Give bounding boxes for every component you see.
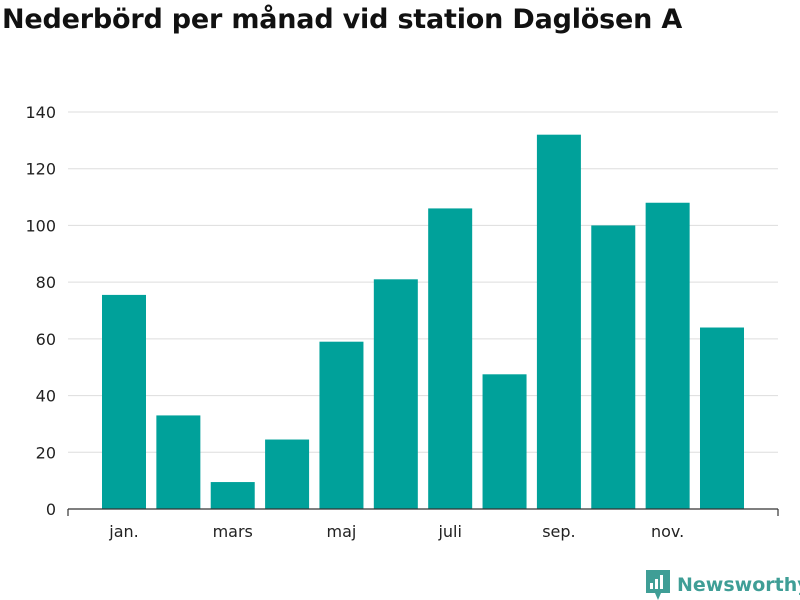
x-axis (67, 508, 779, 516)
y-tick-label: 120 (25, 160, 56, 179)
x-tick-label: sep. (542, 522, 575, 541)
y-tick-label: 40 (36, 387, 56, 406)
bar (265, 439, 310, 509)
bar (482, 374, 527, 509)
bar (645, 202, 690, 509)
bars (102, 134, 744, 509)
x-tick-label: jan. (108, 522, 138, 541)
y-tick-label: 0 (46, 500, 56, 519)
newsworthy-logo-icon (646, 570, 670, 600)
bar (536, 134, 581, 509)
bar (319, 341, 364, 509)
bar (210, 482, 255, 509)
bar (373, 279, 418, 509)
bar (428, 208, 473, 509)
y-tick-label: 20 (36, 443, 56, 462)
y-tick-label: 140 (25, 103, 56, 122)
chart-title: Nederbörd per månad vid station Daglösen… (2, 4, 683, 35)
bar (102, 294, 146, 509)
x-tick-label: maj (327, 522, 357, 541)
x-tick-label: juli (437, 522, 461, 541)
y-tick-label: 80 (36, 273, 56, 292)
x-tick-label: nov. (651, 522, 684, 541)
brand-name: Newsworthy (677, 574, 800, 596)
bar (591, 225, 636, 509)
bar (156, 415, 201, 509)
brand-logo: Newsworthy (645, 568, 800, 600)
y-tick-label: 60 (36, 330, 56, 349)
x-axis-tick-labels: jan. mars maj juli sep. nov. (108, 522, 684, 541)
y-tick-label: 100 (25, 216, 56, 235)
x-tick-label: mars (213, 522, 253, 541)
bar (700, 327, 744, 509)
y-axis-tick-labels: 0 20 40 60 80 100 120 140 (25, 103, 56, 519)
